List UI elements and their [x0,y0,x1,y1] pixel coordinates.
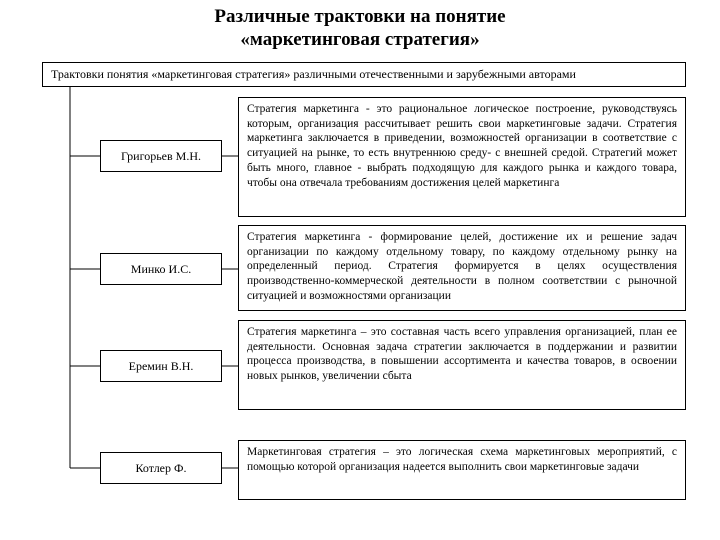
description-box: Стратегия маркетинга - это рациональное … [238,97,686,217]
page-title-line1: Различные трактовки на понятие [0,6,720,28]
description-box: Стратегия маркетинга - формирование целе… [238,225,686,311]
author-box: Котлер Ф. [100,452,222,484]
description-box: Маркетинговая стратегия – это логическая… [238,440,686,500]
description-box: Стратегия маркетинга – это составная час… [238,320,686,410]
page-title-line2: «маркетинговая стратегия» [0,29,720,51]
author-box: Минко И.С. [100,253,222,285]
author-box: Григорьев М.Н. [100,140,222,172]
header-box: Трактовки понятия «маркетинговая стратег… [42,62,686,87]
author-box: Еремин В.Н. [100,350,222,382]
